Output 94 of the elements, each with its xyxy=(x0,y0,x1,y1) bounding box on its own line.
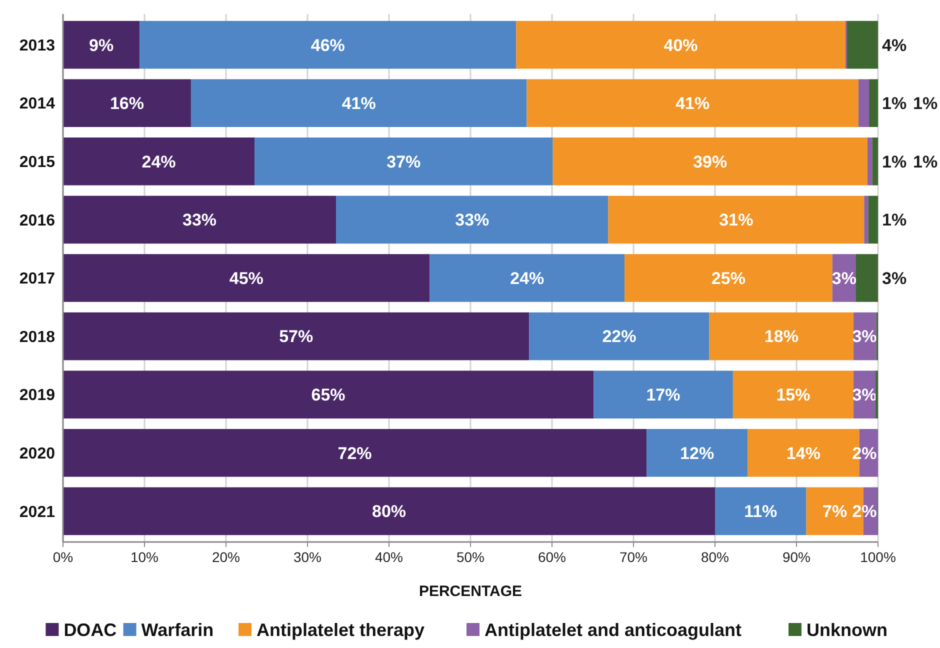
data-label: 39% xyxy=(693,152,728,172)
data-label: 25% xyxy=(711,268,746,288)
y-tick-label: 2014 xyxy=(19,96,56,113)
data-label: 33% xyxy=(182,210,217,230)
x-tick-label: 70% xyxy=(619,549,648,565)
legend-label: Antiplatelet therapy xyxy=(256,620,425,640)
bar xyxy=(526,79,858,128)
bar xyxy=(872,138,878,186)
bar xyxy=(858,79,870,128)
data-label: 22% xyxy=(602,327,636,346)
data-label: 1% xyxy=(882,152,907,172)
data-label: 31% xyxy=(719,210,754,230)
data-label: 16% xyxy=(110,94,144,114)
bar xyxy=(63,138,255,186)
data-label: 1% xyxy=(882,210,907,230)
bar xyxy=(63,79,191,128)
bar xyxy=(869,79,878,128)
bar xyxy=(63,487,715,536)
x-axis-title: PERCENTAGE xyxy=(418,583,522,600)
legend-label: Antiplatelet and anticoagulant xyxy=(484,620,742,640)
data-label: 1% xyxy=(882,94,907,114)
y-tick-label: 2017 xyxy=(19,270,56,288)
y-tick-label: 2018 xyxy=(19,328,56,346)
bar xyxy=(63,370,594,418)
x-tick-label: 90% xyxy=(782,549,811,565)
bar xyxy=(732,370,854,418)
bar xyxy=(552,138,868,186)
legend-label: Unknown xyxy=(806,620,888,640)
bar xyxy=(430,254,625,302)
bar xyxy=(608,196,864,244)
y-tick-label: 2013 xyxy=(19,37,56,54)
bar xyxy=(709,312,854,360)
bar xyxy=(63,20,140,69)
bar xyxy=(529,312,710,360)
bar xyxy=(63,254,430,302)
data-label: 40% xyxy=(664,36,698,55)
data-label: 4% xyxy=(882,36,907,55)
data-label: 3% xyxy=(882,268,907,288)
data-label: 45% xyxy=(229,268,264,288)
bar xyxy=(867,138,872,186)
bar xyxy=(254,138,553,186)
x-tick-label: 10% xyxy=(130,549,159,565)
bar xyxy=(63,196,336,244)
legend-label: DOAC xyxy=(64,620,117,640)
x-tick-label: 100% xyxy=(860,549,896,565)
bar xyxy=(856,254,878,302)
bar xyxy=(190,79,527,128)
data-label: 1% xyxy=(913,94,938,114)
bar xyxy=(140,20,516,69)
bar xyxy=(646,428,748,477)
data-label: 57% xyxy=(279,327,314,346)
x-tick-label: 60% xyxy=(538,549,566,565)
data-label: 72% xyxy=(338,444,372,463)
data-label: 14% xyxy=(786,444,820,463)
bar xyxy=(624,254,832,302)
data-label: 24% xyxy=(510,268,544,288)
data-label: 15% xyxy=(776,386,810,405)
x-tick-label: 20% xyxy=(212,549,240,565)
y-tick-label: 2016 xyxy=(19,212,56,230)
data-label: 12% xyxy=(680,444,714,463)
y-tick-label: 2019 xyxy=(19,387,56,404)
bar xyxy=(864,196,868,244)
data-label: 1% xyxy=(913,152,938,172)
data-label: 24% xyxy=(142,152,176,172)
data-label: 46% xyxy=(310,36,345,55)
bar xyxy=(715,487,806,536)
data-label: 65% xyxy=(311,386,346,405)
y-tick-label: 2020 xyxy=(19,445,56,462)
x-tick-label: 50% xyxy=(456,549,485,565)
bar xyxy=(336,196,608,244)
data-label: 41% xyxy=(676,94,710,114)
data-label: 18% xyxy=(764,327,798,346)
x-tick-label: 0% xyxy=(52,549,74,565)
bar xyxy=(868,196,878,244)
data-label: 37% xyxy=(386,152,421,172)
data-label: 7% xyxy=(822,502,848,522)
x-tick-label: 40% xyxy=(374,549,404,565)
bar xyxy=(594,370,733,418)
legend-label: Warfarin xyxy=(141,620,214,640)
y-tick-label: 2015 xyxy=(19,154,56,172)
data-label: 3% xyxy=(832,268,856,288)
y-tick-label: 2021 xyxy=(19,504,56,521)
data-label: 33% xyxy=(455,210,490,230)
bar xyxy=(847,20,878,69)
x-tick-label: 30% xyxy=(293,549,322,565)
data-label: 9% xyxy=(89,36,114,55)
data-label: 41% xyxy=(342,94,376,114)
x-tick-label: 80% xyxy=(700,549,730,565)
data-label: 11% xyxy=(744,502,778,522)
bar xyxy=(63,312,530,360)
data-label: 80% xyxy=(372,502,406,522)
data-label: 17% xyxy=(646,386,680,405)
bar xyxy=(516,20,846,69)
bar xyxy=(63,428,647,477)
